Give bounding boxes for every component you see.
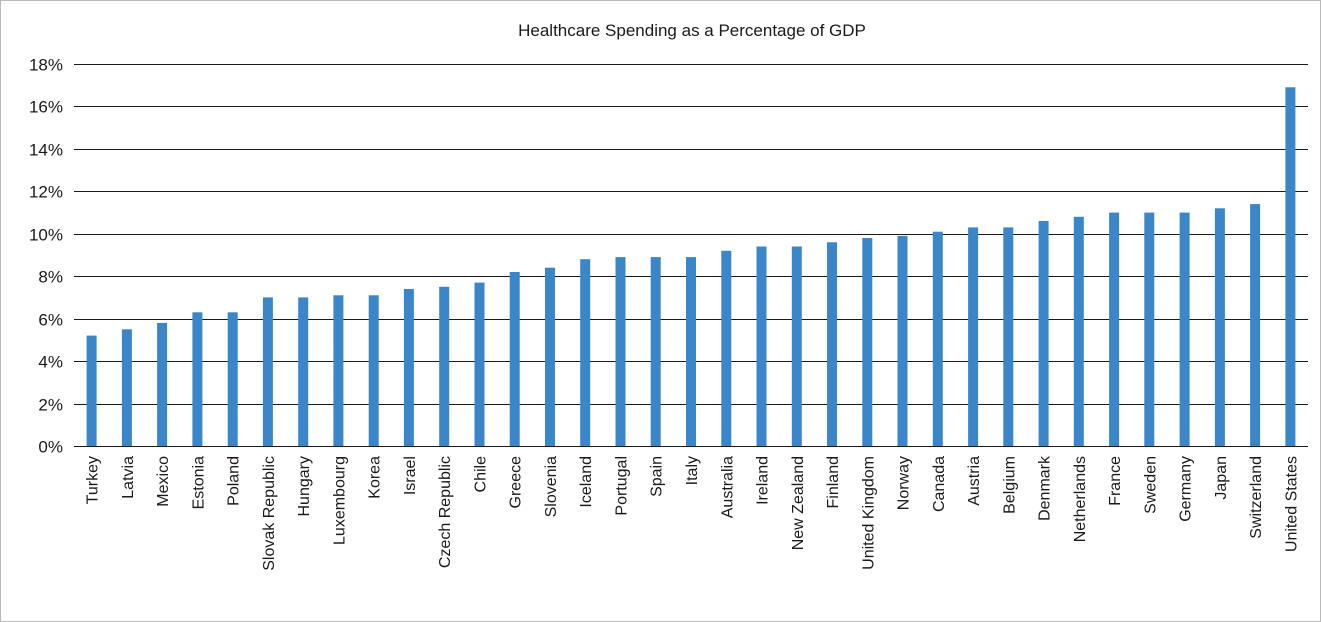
bar-iceland [580, 259, 591, 446]
bar-israel [403, 289, 414, 446]
x-category-label: United Kingdom [860, 456, 877, 570]
x-category-label: Iceland [578, 456, 595, 508]
bar-sweden [1144, 212, 1155, 446]
chart-title: Healthcare Spending as a Percentage of G… [518, 21, 866, 40]
bar-chile [474, 282, 485, 446]
bar-hungary [298, 297, 309, 446]
x-category-label: Estonia [190, 456, 207, 509]
x-category-label: Finland [825, 456, 842, 508]
x-category-label: Switzerland [1248, 456, 1265, 539]
x-category-label: Belgium [1001, 456, 1018, 514]
y-tick-label: 0% [38, 438, 63, 457]
bar-ireland [756, 246, 767, 446]
y-tick-label: 16% [29, 98, 63, 117]
bar-japan [1214, 208, 1225, 446]
bar-new-zealand [791, 246, 802, 446]
bar-france [1109, 212, 1120, 446]
x-category-label: Italy [684, 456, 701, 485]
y-tick-label: 6% [38, 311, 63, 330]
gridlines [74, 64, 1308, 447]
bars [86, 87, 1296, 447]
y-tick-label: 14% [29, 141, 63, 160]
bar-italy [686, 257, 696, 446]
bar-korea [368, 295, 379, 446]
x-category-label: Chile [473, 456, 490, 493]
x-category-label: Mexico [155, 456, 172, 507]
x-category-label: Greece [508, 456, 525, 509]
x-category-label: United States [1283, 456, 1300, 552]
bar-turkey [86, 335, 97, 446]
x-category-label: France [1107, 456, 1124, 506]
bar-united-kingdom [862, 238, 873, 446]
bar-canada [932, 231, 943, 446]
bar-germany [1179, 212, 1190, 446]
bar-poland [227, 312, 238, 446]
x-category-label: Czech Republic [437, 456, 454, 568]
y-tick-label: 18% [29, 56, 63, 75]
y-tick-label: 2% [38, 396, 63, 415]
bar-czech-republic [439, 286, 450, 446]
x-category-label: Germany [1178, 456, 1195, 522]
bar-slovenia [545, 267, 555, 446]
x-category-label: Korea [367, 456, 384, 499]
x-category-label: Poland [226, 456, 243, 506]
x-category-label: Norway [896, 456, 913, 510]
bar-belgium [1003, 227, 1014, 446]
x-category-label: Luxembourg [331, 456, 348, 545]
y-tick-label: 12% [29, 183, 63, 202]
y-axis-tick-labels: 0% 2% 4% 6% 8% 10% 12% 14% 16% 18% [29, 56, 63, 457]
x-category-label: Ireland [755, 456, 772, 505]
y-tick-label: 8% [38, 268, 63, 287]
bar-norway [897, 235, 908, 446]
x-category-label: Portugal [614, 456, 631, 516]
y-tick-label: 10% [29, 226, 63, 245]
bar-spain [650, 257, 661, 446]
bar-australia [721, 250, 732, 446]
x-category-label: Netherlands [1072, 456, 1089, 542]
x-category-label: Slovenia [543, 456, 560, 517]
bar-estonia [192, 312, 203, 446]
x-category-label: Spain [649, 456, 666, 497]
bar-slovak-republic [262, 297, 273, 446]
bar-portugal [615, 257, 626, 446]
bar-united-states [1285, 87, 1296, 447]
x-category-label: Israel [402, 456, 419, 495]
x-category-label: Japan [1213, 456, 1230, 500]
bar-denmark [1038, 221, 1049, 446]
bar-netherlands [1073, 216, 1084, 446]
x-category-label: Denmark [1037, 455, 1054, 521]
bar-austria [968, 227, 979, 446]
bar-mexico [157, 322, 168, 446]
y-tick-label: 4% [38, 353, 63, 372]
x-category-label: New Zealand [790, 456, 807, 550]
x-category-label: Latvia [120, 456, 137, 499]
x-axis-category-labels: Turkey Latvia Mexico Estonia Poland Slovak Re… [85, 455, 1301, 571]
x-category-label: Sweden [1142, 456, 1159, 514]
x-category-label: Turkey [85, 456, 102, 504]
bar-latvia [121, 329, 132, 446]
x-category-label: Austria [966, 456, 983, 506]
bar-luxembourg [333, 295, 344, 446]
x-category-label: Slovak Republic [261, 456, 278, 571]
bar-switzerland [1250, 204, 1261, 446]
bar-finland [827, 242, 837, 446]
x-category-label: Canada [931, 456, 948, 512]
bar-greece [509, 272, 520, 446]
x-category-label: Australia [719, 456, 736, 518]
x-category-label: Hungary [296, 456, 313, 516]
